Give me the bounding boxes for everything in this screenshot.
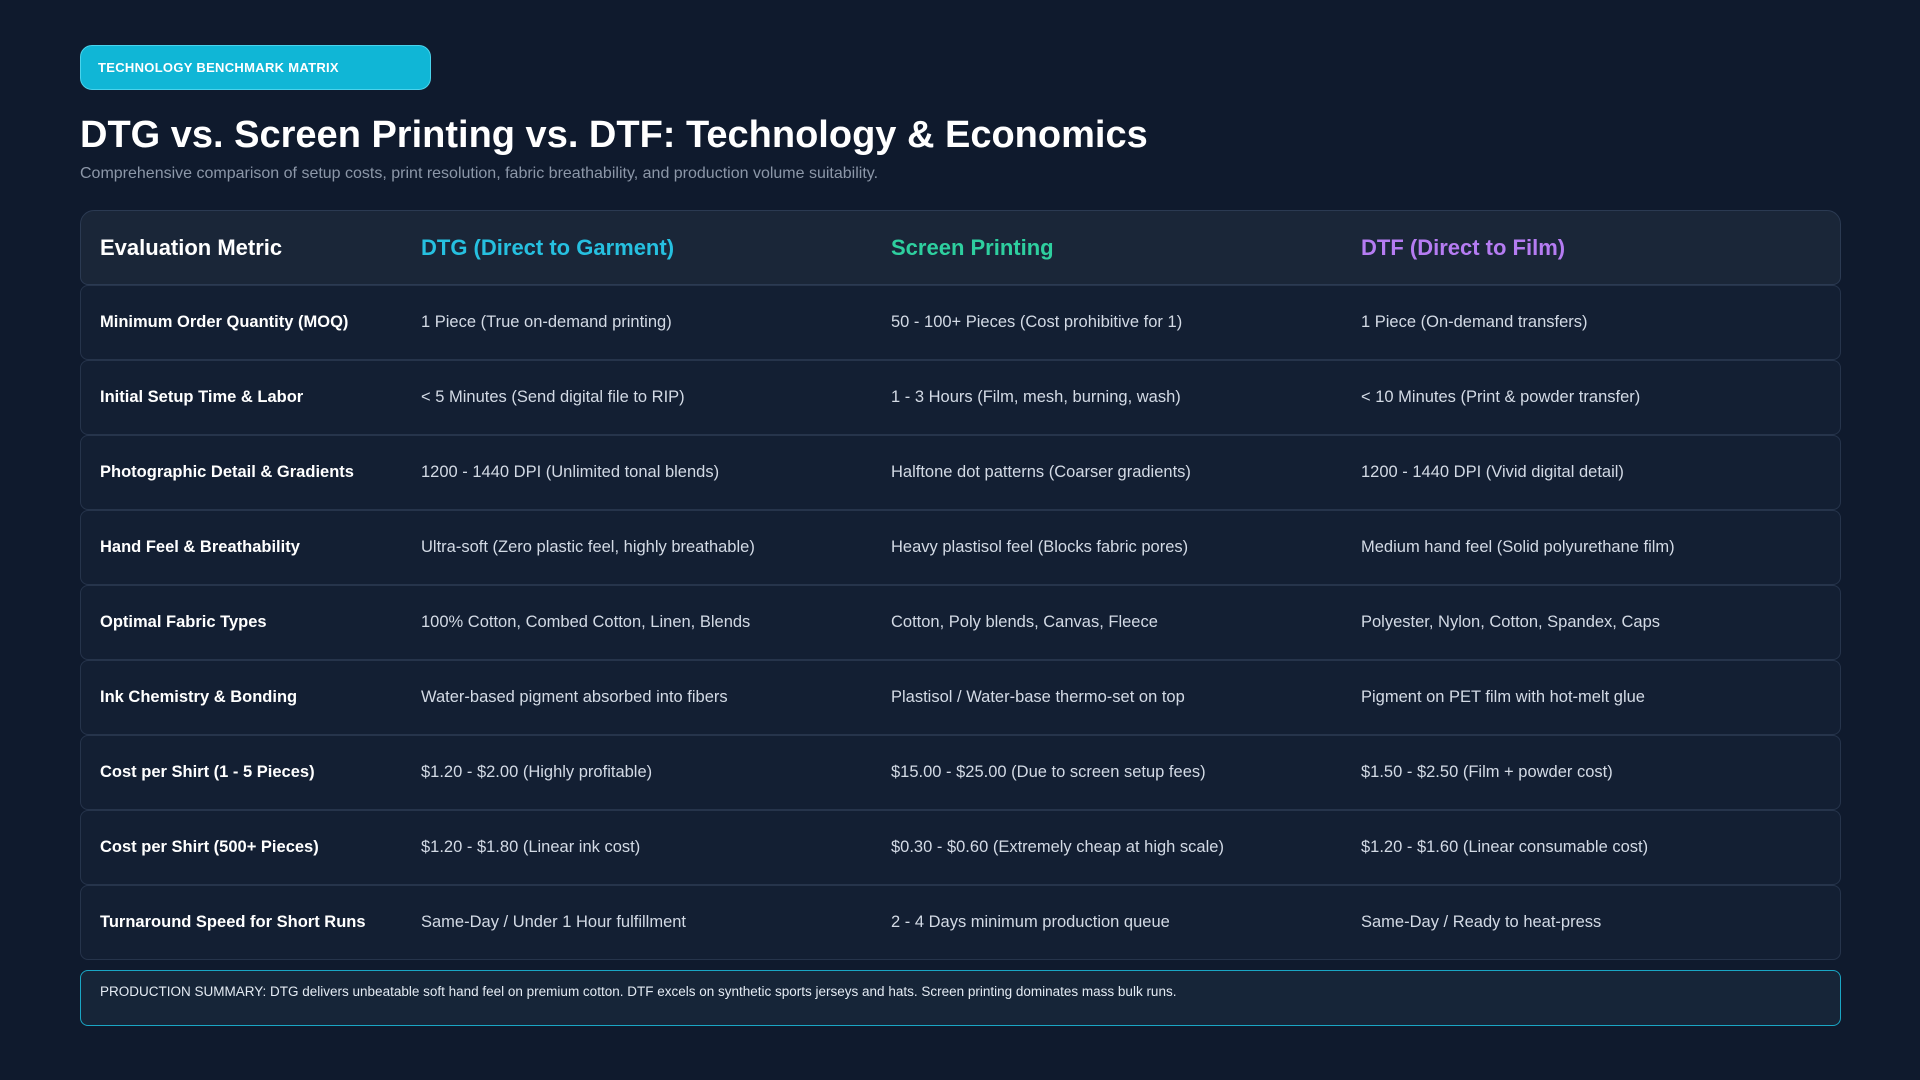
- table-body: Minimum Order Quantity (MOQ) 1 Piece (Tru…: [80, 285, 1841, 960]
- cell-dtg: Same-Day / Under 1 Hour fulfillment: [421, 913, 687, 931]
- cell-dtg: 100% Cotton, Combed Cotton, Linen, Blend…: [421, 613, 751, 631]
- production-summary-text: PRODUCTION SUMMARY: DTG delivers unbeata…: [100, 984, 1177, 999]
- cell-dtg: 1200 - 1440 DPI (Unlimited tonal blends): [421, 463, 720, 481]
- cell-screen-printing: 1 - 3 Hours (Film, mesh, burning, wash): [891, 388, 1181, 406]
- cell-screen-printing: Heavy plastisol feel (Blocks fabric pore…: [891, 538, 1189, 556]
- cell-dtf: 1200 - 1440 DPI (Vivid digital detail): [1361, 463, 1624, 481]
- cell-screen-printing: Cotton, Poly blends, Canvas, Fleece: [891, 613, 1158, 631]
- table-row: Cost per Shirt (1 - 5 Pieces) $1.20 - $2.…: [80, 735, 1841, 810]
- cell-screen-printing: $0.30 - $0.60 (Extremely cheap at high s…: [891, 838, 1224, 856]
- cell-metric: Ink Chemistry & Bonding: [100, 688, 298, 706]
- comparison-table: Evaluation Metric DTG (Direct to Garment…: [80, 210, 1841, 960]
- production-summary: PRODUCTION SUMMARY: DTG delivers unbeata…: [80, 970, 1841, 1026]
- cell-dtf: $1.20 - $1.60 (Linear consumable cost): [1361, 838, 1649, 856]
- cell-metric: Cost per Shirt (500+ Pieces): [100, 838, 319, 856]
- header-dtg: DTG (Direct to Garment): [421, 234, 675, 260]
- cell-dtf: Same-Day / Ready to heat-press: [1361, 913, 1602, 931]
- cell-dtf: 1 Piece (On-demand transfers): [1361, 313, 1588, 331]
- table-row: Hand Feel & Breathability Ultra-soft (Zer…: [80, 510, 1841, 585]
- cell-metric: Hand Feel & Breathability: [100, 538, 300, 556]
- cell-metric: Cost per Shirt (1 - 5 Pieces): [100, 763, 315, 781]
- cell-metric: Turnaround Speed for Short Runs: [100, 913, 366, 931]
- cell-dtf: Pigment on PET film with hot-melt glue: [1361, 688, 1645, 706]
- table-row: Minimum Order Quantity (MOQ) 1 Piece (Tru…: [80, 285, 1841, 360]
- cell-screen-printing: 2 - 4 Days minimum production queue: [891, 913, 1170, 931]
- cell-dtg: 1 Piece (True on-demand printing): [421, 313, 672, 331]
- cell-dtg: $1.20 - $1.80 (Linear ink cost): [421, 838, 641, 856]
- header-dtf: DTF (Direct to Film): [1361, 234, 1566, 260]
- cell-screen-printing: Halftone dot patterns (Coarser gradients…: [891, 463, 1191, 481]
- header-metric: Evaluation Metric: [100, 234, 283, 260]
- cell-screen-printing: 50 - 100+ Pieces (Cost prohibitive for 1…: [891, 313, 1183, 331]
- cell-dtf: $1.50 - $2.50 (Film + powder cost): [1361, 763, 1613, 781]
- cell-dtg: < 5 Minutes (Send digital file to RIP): [421, 388, 685, 406]
- cell-metric: Initial Setup Time & Labor: [100, 388, 304, 406]
- cell-screen-printing: Plastisol / Water-base thermo-set on top: [891, 688, 1185, 706]
- section-badge-label: TECHNOLOGY BENCHMARK MATRIX: [98, 60, 339, 75]
- page-subtitle: Comprehensive comparison of setup costs,…: [80, 165, 879, 182]
- cell-dtf: Polyester, Nylon, Cotton, Spandex, Caps: [1361, 613, 1660, 631]
- cell-dtg: Water-based pigment absorbed into fibers: [421, 688, 728, 706]
- cell-dtg: Ultra-soft (Zero plastic feel, highly br…: [421, 538, 755, 556]
- table-row: Turnaround Speed for Short Runs Same-Day …: [80, 885, 1841, 960]
- cell-metric: Photographic Detail & Gradients: [100, 463, 354, 481]
- cell-dtg: $1.20 - $2.00 (Highly profitable): [421, 763, 653, 781]
- header-screen-printing: Screen Printing: [891, 234, 1054, 260]
- cell-screen-printing: $15.00 - $25.00 (Due to screen setup fee…: [891, 763, 1206, 781]
- table-row: Photographic Detail & Gradients 1200 - 14…: [80, 435, 1841, 510]
- table-row: Optimal Fabric Types 100% Cotton, Combed …: [80, 585, 1841, 660]
- table-row: Ink Chemistry & Bonding Water-based pigme…: [80, 660, 1841, 735]
- table-header-row: Evaluation Metric DTG (Direct to Garment…: [80, 210, 1841, 285]
- cell-dtf: < 10 Minutes (Print & powder transfer): [1361, 388, 1641, 406]
- table-row: Cost per Shirt (500+ Pieces) $1.20 - $1.8…: [80, 810, 1841, 885]
- cell-metric: Optimal Fabric Types: [100, 613, 267, 631]
- cell-metric: Minimum Order Quantity (MOQ): [100, 313, 349, 331]
- section-badge: TECHNOLOGY BENCHMARK MATRIX: [80, 45, 431, 90]
- page-title: DTG vs. Screen Printing vs. DTF: Technol…: [80, 114, 1148, 156]
- cell-dtf: Medium hand feel (Solid polyurethane fil…: [1361, 538, 1675, 556]
- table-row: Initial Setup Time & Labor < 5 Minutes (S…: [80, 360, 1841, 435]
